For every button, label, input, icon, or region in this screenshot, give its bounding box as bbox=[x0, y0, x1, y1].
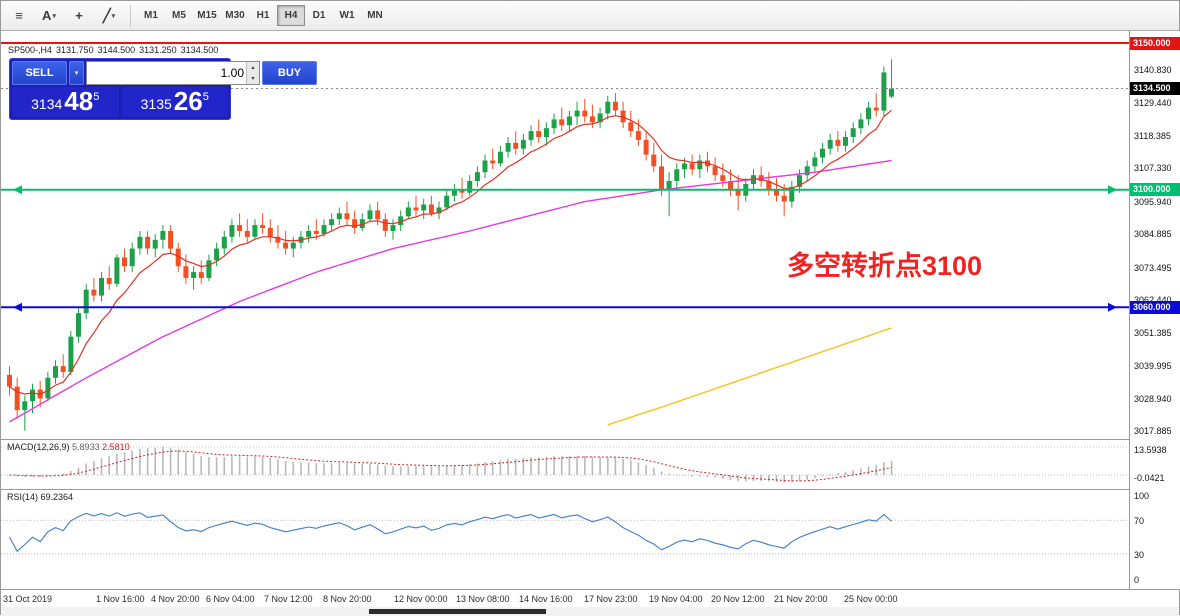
price-axis-label: 3084.885 bbox=[1134, 229, 1172, 239]
time-axis[interactable]: 31 Oct 2019 1 Nov 16:00 4 Nov 20:00 6 Nov 0… bbox=[1, 589, 1179, 607]
rsi-axis-label: 100 bbox=[1134, 491, 1150, 501]
timeframe-m5[interactable]: M5 bbox=[172, 10, 186, 21]
macd-signal-value: 2.5810 bbox=[102, 442, 130, 452]
toolbar-icons: ≡ A ▾ + ╱ ▾ bbox=[4, 3, 124, 29]
current-price-price-box: 3134.500 bbox=[1130, 82, 1180, 95]
price-axis-label: 3140.830 bbox=[1134, 65, 1172, 75]
support-3060-price-box: 3060.000 bbox=[1130, 301, 1180, 314]
toolbar: ≡ A ▾ + ╱ ▾ M1 M5 M15 M30 H1 H4 D1 W1 MN bbox=[1, 1, 1179, 31]
macd-value: 5.8933 bbox=[72, 442, 100, 452]
buy-button[interactable]: BUY bbox=[262, 61, 317, 85]
crosshair-icon[interactable]: + bbox=[75, 8, 83, 23]
macd-name: MACD(12,26,9) bbox=[7, 442, 70, 452]
price-axis-label: 3073.495 bbox=[1134, 263, 1172, 273]
buy-price-fraction: 5 bbox=[202, 91, 209, 103]
price-axis-label: 3017.885 bbox=[1134, 426, 1172, 436]
time-axis-label: 4 Nov 20:00 bbox=[151, 594, 200, 604]
symbol-ohlc-label: SP500-,H4 3131.750 3144.500 3131.250 3134.50… bbox=[8, 45, 222, 55]
scrollbar-thumb[interactable] bbox=[369, 609, 546, 614]
price-axis-label: 3051.385 bbox=[1134, 328, 1172, 338]
timeframe-d1[interactable]: D1 bbox=[312, 10, 326, 21]
panel-divider bbox=[1, 439, 1179, 440]
rsi-axis-label: 30 bbox=[1134, 550, 1145, 560]
time-axis-label: 31 Oct 2019 bbox=[3, 594, 53, 604]
time-axis-label: 21 Nov 20:00 bbox=[774, 594, 828, 604]
timeframe-m15[interactable]: M15 bbox=[197, 10, 217, 21]
timeframe-buttons: M1 M5 M15 M30 H1 H4 D1 W1 MN bbox=[137, 1, 389, 30]
volume-field: ▴ ▾ bbox=[86, 61, 260, 85]
chart-annotation-text[interactable]: 多空转折点3100 bbox=[787, 251, 983, 281]
price-axis-label: 3095.940 bbox=[1134, 197, 1172, 207]
rsi-axis-label: 70 bbox=[1134, 516, 1145, 526]
volume-decrease-icon[interactable]: ▾ bbox=[247, 73, 259, 84]
grid-icon[interactable]: ≡ bbox=[15, 8, 23, 23]
resistance-3150-price-box: 3150.000 bbox=[1130, 37, 1180, 50]
price-axis-label: 3062.440 bbox=[1134, 295, 1172, 305]
time-axis-label: 6 Nov 04:00 bbox=[206, 594, 255, 604]
time-axis-label: 8 Nov 20:00 bbox=[323, 594, 372, 604]
open-value: 3131.750 bbox=[56, 45, 94, 55]
timeframe-h4[interactable]: H4 bbox=[277, 5, 305, 26]
high-value: 3144.500 bbox=[97, 45, 136, 55]
one-click-trading-panel: SELL ▾ ▴ ▾ BUY 3134 48 5 3135 26 5 bbox=[9, 58, 317, 120]
trendline-tool-icon[interactable]: ╱ ▾ bbox=[102, 7, 116, 23]
price-axis[interactable]: 3140.830 3129.440 3118.385 3107.330 3095.940… bbox=[1129, 31, 1180, 589]
time-axis-label: 25 Nov 00:00 bbox=[844, 594, 898, 604]
timeframe-h1[interactable]: H1 bbox=[256, 10, 270, 21]
rsi-value: 69.2364 bbox=[40, 492, 74, 502]
time-axis-label: 1 Nov 16:00 bbox=[96, 594, 145, 604]
price-axis-label: 3107.330 bbox=[1134, 163, 1172, 173]
close-value: 3134.500 bbox=[180, 45, 219, 55]
rsi-label: RSI(14) 69.2364 bbox=[7, 492, 73, 502]
macd-indicator-chart[interactable] bbox=[1, 439, 1129, 489]
price-axis-label: 3129.440 bbox=[1134, 98, 1172, 108]
timeframe-m1[interactable]: M1 bbox=[144, 10, 158, 21]
sell-price-display[interactable]: 3134 48 5 bbox=[12, 87, 119, 117]
timeframe-w1[interactable]: W1 bbox=[339, 10, 355, 21]
symbol-name: SP500-,H4 bbox=[8, 45, 53, 55]
volume-stepper: ▴ ▾ bbox=[246, 62, 259, 84]
low-value: 3131.250 bbox=[139, 45, 177, 55]
timeframe-mn[interactable]: MN bbox=[367, 10, 383, 21]
chevron-down-icon: ▾ bbox=[74, 70, 79, 77]
macd-axis-max: 13.5938 bbox=[1134, 445, 1167, 455]
price-axis-label: 3039.995 bbox=[1134, 361, 1172, 371]
macd-axis-min: -0.0421 bbox=[1134, 473, 1165, 483]
buy-price-display[interactable]: 3135 26 5 bbox=[121, 86, 228, 117]
panel-divider bbox=[1, 489, 1179, 490]
text-tool-icon[interactable]: A ▾ bbox=[42, 8, 56, 23]
sell-button[interactable]: SELL bbox=[12, 61, 67, 85]
horizontal-scrollbar bbox=[1, 607, 1179, 616]
price-axis-label: 3118.385 bbox=[1134, 131, 1171, 141]
volume-input[interactable] bbox=[87, 62, 246, 84]
sell-price-pips: 48 bbox=[64, 86, 94, 116]
time-axis-label: 19 Nov 04:00 bbox=[649, 594, 703, 604]
price-axis-label: 3028.940 bbox=[1134, 394, 1172, 404]
volume-increase-icon[interactable]: ▴ bbox=[247, 62, 259, 73]
sell-price-fraction: 5 bbox=[93, 91, 100, 103]
toolbar-separator bbox=[130, 4, 131, 27]
pivot-3100-price-box: 3100.000 bbox=[1130, 183, 1180, 196]
time-axis-label: 17 Nov 23:00 bbox=[584, 594, 638, 604]
timeframe-m30[interactable]: M30 bbox=[225, 10, 245, 21]
time-axis-label: 7 Nov 12:00 bbox=[264, 594, 313, 604]
order-options-dropdown[interactable]: ▾ bbox=[69, 61, 84, 85]
time-axis-label: 12 Nov 00:00 bbox=[394, 594, 448, 604]
rsi-name: RSI(14) bbox=[7, 492, 39, 502]
candlestick-chart[interactable] bbox=[1, 31, 1129, 439]
time-axis-label: 14 Nov 16:00 bbox=[519, 594, 573, 604]
sell-price-big: 3134 bbox=[31, 96, 63, 112]
buy-price-big: 3135 bbox=[140, 96, 172, 112]
rsi-indicator-chart[interactable] bbox=[1, 489, 1129, 589]
macd-label: MACD(12,26,9) 5.8933 2.5810 bbox=[7, 442, 130, 452]
time-axis-label: 20 Nov 12:00 bbox=[711, 594, 765, 604]
rsi-axis-label: 0 bbox=[1134, 575, 1140, 585]
time-axis-label: 13 Nov 08:00 bbox=[456, 594, 510, 604]
buy-price-pips: 26 bbox=[173, 86, 203, 116]
